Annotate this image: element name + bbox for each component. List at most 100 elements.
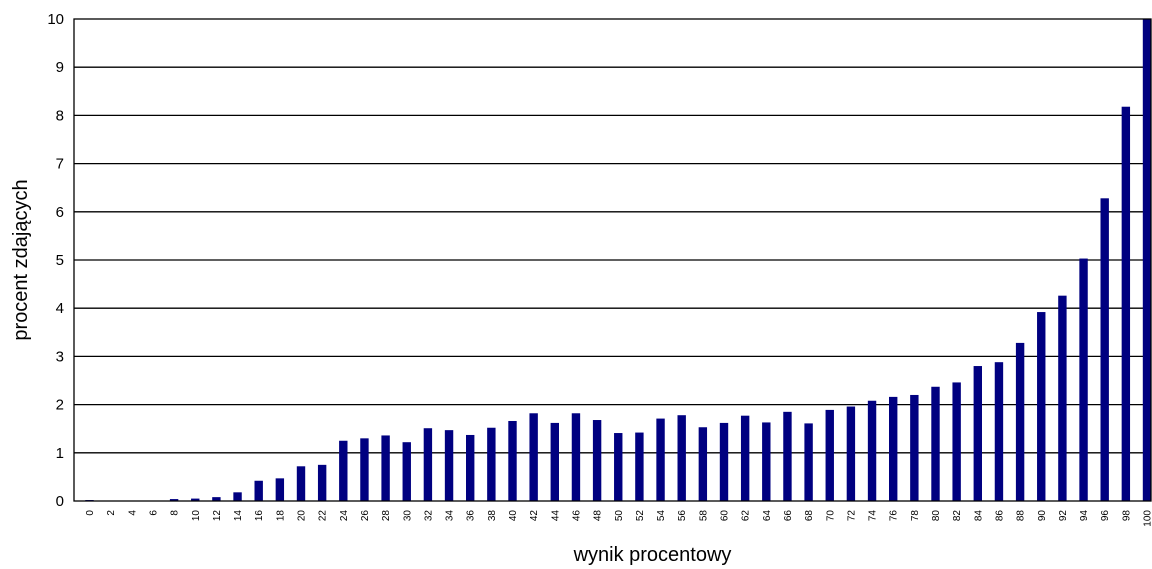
- x-tick-label: 4: [127, 510, 138, 516]
- bar: [994, 362, 1004, 501]
- x-tick-label: 12: [212, 510, 223, 522]
- bar: [466, 434, 475, 501]
- x-tick-label: 8: [170, 510, 181, 516]
- bar: [550, 422, 559, 501]
- x-tick-label: 50: [614, 510, 625, 522]
- x-tick-label: 64: [762, 510, 773, 522]
- bar: [402, 442, 411, 501]
- bar: [508, 420, 517, 501]
- x-tick-label: 40: [508, 510, 519, 522]
- x-tick-label: 22: [318, 510, 329, 522]
- gridlines: [74, 66, 1151, 454]
- x-tick-label: 98: [1121, 510, 1132, 522]
- x-tick-label: 2: [106, 510, 117, 516]
- y-tick-label: 10: [47, 11, 64, 28]
- bar: [487, 427, 496, 501]
- bar: [698, 427, 708, 501]
- y-axis-title: procent zdających: [10, 179, 32, 340]
- y-tick-label: 7: [56, 156, 64, 173]
- x-tick-label: 88: [1016, 510, 1027, 522]
- bar: [952, 382, 961, 501]
- bar: [614, 433, 623, 501]
- y-tick-label: 3: [56, 348, 64, 365]
- x-tick-label: 72: [846, 510, 857, 522]
- bar: [973, 366, 982, 501]
- x-tick-label: 48: [593, 510, 604, 522]
- bar: [212, 497, 221, 501]
- bar: [719, 422, 729, 501]
- y-tick-labels: 0 1 2 3 4 5 6 7 8 9 10: [47, 11, 64, 510]
- x-tick-label: 30: [402, 510, 413, 522]
- x-tick-label: 52: [635, 510, 646, 522]
- bar: [254, 480, 263, 501]
- bar: [1142, 19, 1152, 501]
- x-tick-label: 66: [783, 510, 794, 522]
- x-tick-label: 92: [1058, 510, 1069, 522]
- bar: [867, 400, 877, 501]
- bar: [381, 435, 390, 501]
- x-tick-label: 56: [677, 510, 688, 522]
- bars: [85, 19, 1152, 501]
- bar: [275, 478, 285, 501]
- bar: [931, 386, 940, 501]
- bar: [910, 394, 919, 501]
- bar: [529, 413, 538, 501]
- x-axis-title: wynik procentowy: [573, 544, 732, 566]
- x-tick-label: 28: [381, 510, 392, 522]
- y-tick-label: 5: [56, 252, 64, 269]
- bar: [1100, 198, 1109, 501]
- bar: [317, 464, 327, 501]
- bar: [1079, 258, 1088, 501]
- x-tick-label: 34: [445, 510, 456, 522]
- x-tick-label: 74: [868, 510, 879, 522]
- bar: [423, 428, 433, 501]
- bar: [296, 466, 306, 501]
- y-tick-label: 2: [56, 397, 64, 414]
- x-tick-label: 94: [1079, 510, 1090, 522]
- bar: [740, 415, 750, 501]
- x-tick-label: 38: [487, 510, 498, 522]
- bar: [444, 430, 454, 501]
- x-tick-label: 58: [698, 510, 709, 522]
- bar: [339, 440, 348, 501]
- x-tick-label: 20: [297, 510, 308, 522]
- bar: [1058, 295, 1067, 501]
- bar: [360, 438, 369, 501]
- x-tick-label: 100: [1143, 510, 1152, 527]
- bar: [762, 422, 771, 501]
- bar: [1037, 312, 1046, 501]
- x-tick-label: 80: [931, 510, 942, 522]
- x-tick-label: 6: [148, 510, 159, 516]
- y-tick-label: 0: [56, 493, 64, 510]
- x-tick-label: 86: [994, 510, 1005, 522]
- x-tick-label: 60: [720, 510, 731, 522]
- x-tick-label: 44: [550, 510, 561, 522]
- x-tick-label: 0: [85, 510, 96, 516]
- bar: [846, 406, 856, 501]
- x-tick-label: 76: [889, 510, 900, 522]
- x-tick-label: 18: [275, 510, 286, 522]
- x-tick-label: 70: [825, 510, 836, 522]
- bar: [635, 432, 644, 501]
- x-tick-label: 62: [741, 510, 752, 522]
- bar: [169, 499, 179, 501]
- bar: [1015, 342, 1025, 501]
- x-tick-label: 84: [973, 510, 984, 522]
- bar: [1121, 106, 1131, 501]
- bar: [233, 492, 242, 501]
- x-tick-labels: 0 2 4 6 8 10 12 14 16 18 20 22 24 26 28 30 32 34 36 38 40 42 4…: [85, 510, 1152, 527]
- y-tick-label: 9: [56, 59, 64, 76]
- x-tick-label: 42: [529, 510, 540, 522]
- x-tick-label: 26: [360, 510, 371, 522]
- bar: [677, 415, 686, 501]
- x-tick-label: 68: [804, 510, 815, 522]
- plot-area-frame: [73, 18, 1152, 502]
- y-tick-label: 4: [56, 300, 64, 317]
- bar: [571, 413, 581, 501]
- y-tick-label: 6: [56, 204, 64, 221]
- bar: [656, 418, 665, 501]
- x-tick-label: 90: [1037, 510, 1048, 522]
- bar: [889, 396, 898, 501]
